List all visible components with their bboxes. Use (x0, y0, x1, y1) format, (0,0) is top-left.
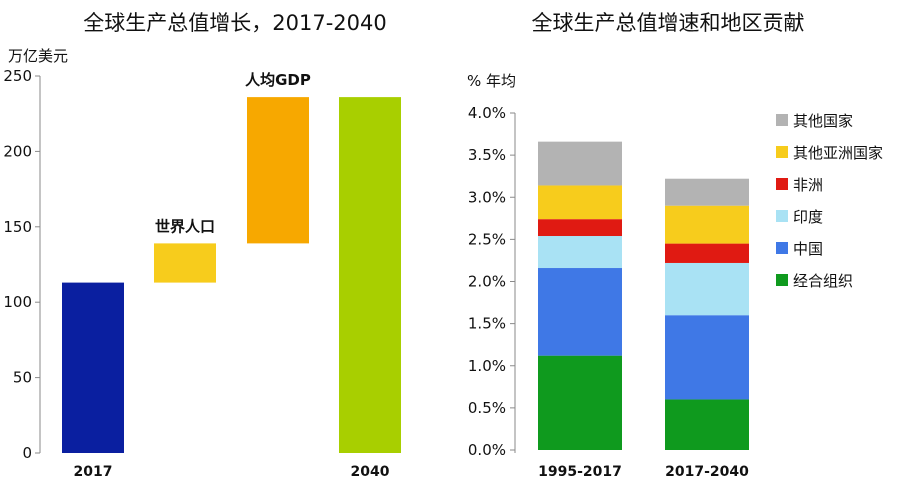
left-y-tick-label: 50 (13, 369, 32, 387)
left-bar-label: 2040 (351, 464, 390, 480)
stack-segment (665, 205, 749, 244)
legend-label: 经合组织 (793, 272, 853, 290)
left-bar-label: 人均GDP (245, 71, 311, 89)
left-bar (62, 282, 124, 453)
left-y-tick-label: 150 (3, 218, 32, 236)
left-y-tick-label: 0 (22, 444, 32, 462)
right-chart-title: 全球生产总值增速和地区贡献 (532, 11, 805, 35)
right-y-tick-label: 1.5% (468, 315, 506, 333)
right-y-tick-label: 2.5% (468, 230, 506, 248)
legend-label: 其他国家 (793, 112, 853, 130)
legend-label: 中国 (793, 240, 823, 258)
legend-swatch (776, 114, 788, 126)
right-bars (538, 141, 749, 450)
left-bars (62, 97, 401, 453)
left-bar (339, 97, 401, 453)
left-bar (154, 243, 216, 283)
right-y-tick-label: 3.0% (468, 188, 506, 206)
right-y-ticks: 0.0% 0.5% 1.0% 1.5% 2.0% 2.5% 3.0% 3.5% 4.0% (468, 104, 515, 459)
stack-segment (665, 243, 749, 263)
stack-segment (538, 219, 622, 237)
legend-swatch (776, 210, 788, 222)
left-y-ticks: 0 50 100 150 200 250 (3, 67, 40, 462)
legend-label: 非洲 (793, 176, 823, 194)
right-y-tick-label: 0.5% (468, 399, 506, 417)
left-chart-title: 全球生产总值增长，2017-2040 (83, 11, 386, 35)
stack-segment (538, 141, 622, 186)
right-y-tick-label: 4.0% (468, 104, 506, 122)
left-bar-labels: 2017 世界人口 人均GDP 2040 (74, 71, 390, 480)
left-y-tick-label: 250 (3, 67, 32, 85)
left-bar-label: 2017 (74, 464, 113, 480)
right-y-tick-label: 1.0% (468, 357, 506, 375)
legend-swatch (776, 146, 788, 158)
legend-label: 其他亚洲国家 (793, 144, 883, 162)
stack-segment (538, 185, 622, 220)
left-y-tick-label: 200 (3, 142, 32, 160)
right-y-tick-label: 2.0% (468, 273, 506, 291)
stack-segment (538, 236, 622, 269)
left-y-tick-label: 100 (3, 293, 32, 311)
stack-segment (665, 178, 749, 206)
legend-swatch (776, 242, 788, 254)
stack-segment (665, 315, 749, 400)
legend-label: 印度 (793, 208, 823, 226)
stack-segment (538, 355, 622, 450)
stack-segment (538, 268, 622, 356)
right-category-label: 1995-2017 (538, 464, 622, 480)
right-category-labels: 1995-2017 2017-2040 (538, 464, 749, 480)
legend-swatch (776, 178, 788, 190)
left-bar-label: 世界人口 (155, 217, 215, 235)
stack-segment (665, 399, 749, 450)
right-y-tick-label: 3.5% (468, 146, 506, 164)
left-bar (247, 97, 309, 244)
right-y-tick-label: 0.0% (468, 441, 506, 459)
left-y-axis-label: 万亿美元 (8, 47, 68, 65)
right-y-axis-label: % 年均 (467, 72, 516, 90)
right-category-label: 2017-2040 (665, 464, 749, 480)
legend-swatch (776, 274, 788, 286)
stack-segment (665, 262, 749, 316)
